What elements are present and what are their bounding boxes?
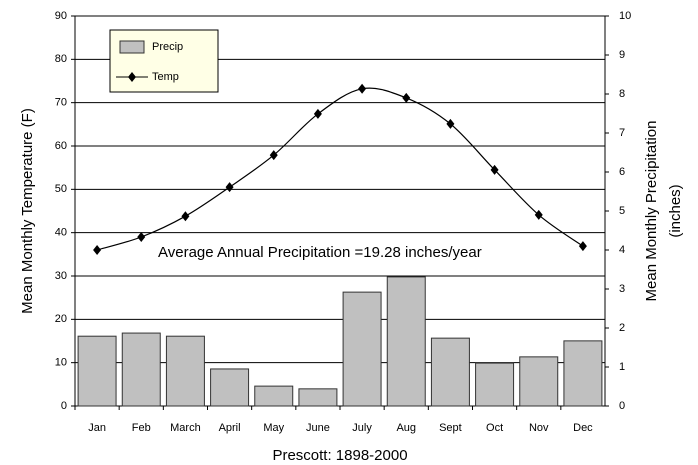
y-tick-label: 90 [55,10,67,22]
bar [563,340,603,407]
y-tick-label: 40 [55,227,67,239]
x-tick-label: Nov [529,422,549,434]
marker [578,241,587,252]
legend [109,29,219,93]
y-tick-label: 0 [61,400,67,412]
marker [490,164,499,175]
y2-tick-label: 6 [619,166,625,178]
y-tick-label: 10 [55,357,67,369]
y-tick-label: 60 [55,140,67,152]
bar [121,332,161,407]
y2-tick-label: 4 [619,244,625,256]
x-tick-label: May [263,422,284,434]
marker [402,92,411,103]
y2-tick-label: 1 [619,361,625,373]
y2-tick-label: 9 [619,49,625,61]
x-tick-label: Feb [132,422,151,434]
y2-tick-label: 10 [619,10,631,22]
legend-swatch [119,40,145,54]
marker [93,245,102,255]
y-tick-label: 70 [55,97,67,109]
bar [298,388,338,407]
bar [77,335,117,407]
marker [446,118,455,129]
marker [225,182,234,193]
x-tick-label: Oct [486,422,503,434]
y-tick-label: 30 [55,270,67,282]
x-tick-label: April [219,422,241,434]
bar [386,276,426,407]
x-tick-label: June [306,422,330,434]
marker [313,108,322,119]
bar [210,368,250,407]
bar [342,291,382,407]
y2-axis-label: (inches) [667,184,684,237]
x-tick-label: Jan [88,422,106,434]
bar [254,385,294,407]
x-tick-label: March [170,422,201,434]
marker [269,150,278,161]
legend-label: Precip [152,41,183,53]
y2-tick-label: 2 [619,322,625,334]
y2-axis-label: Mean Monthly Precipitation [643,121,660,302]
x-tick-label: Dec [573,422,593,434]
x-tick-label: July [352,422,372,434]
y-tick-label: 50 [55,183,67,195]
marker [534,209,543,220]
y2-tick-label: 7 [619,127,625,139]
bar [475,362,515,407]
x-tick-label: Sept [439,422,462,434]
marker [137,232,146,242]
marker [181,211,190,222]
legend-swatch [128,72,136,82]
bar [519,356,559,407]
bar [430,337,470,407]
y-tick-label: 80 [55,53,67,65]
annotation: Average Annual Precipitation =19.28 inch… [158,244,482,261]
y2-tick-label: 5 [619,205,625,217]
line [96,87,584,251]
x-tick-label: Aug [396,422,416,434]
y2-tick-label: 3 [619,283,625,295]
marker [358,83,367,94]
legend-label: Temp [152,71,179,83]
bar [165,335,205,407]
y2-tick-label: 8 [619,88,625,100]
y-axis-label: Mean Monthly Temperature (F) [19,108,36,314]
y-tick-label: 20 [55,313,67,325]
chart-title: Prescott: 1898-2000 [272,447,407,464]
y2-tick-label: 0 [619,400,625,412]
